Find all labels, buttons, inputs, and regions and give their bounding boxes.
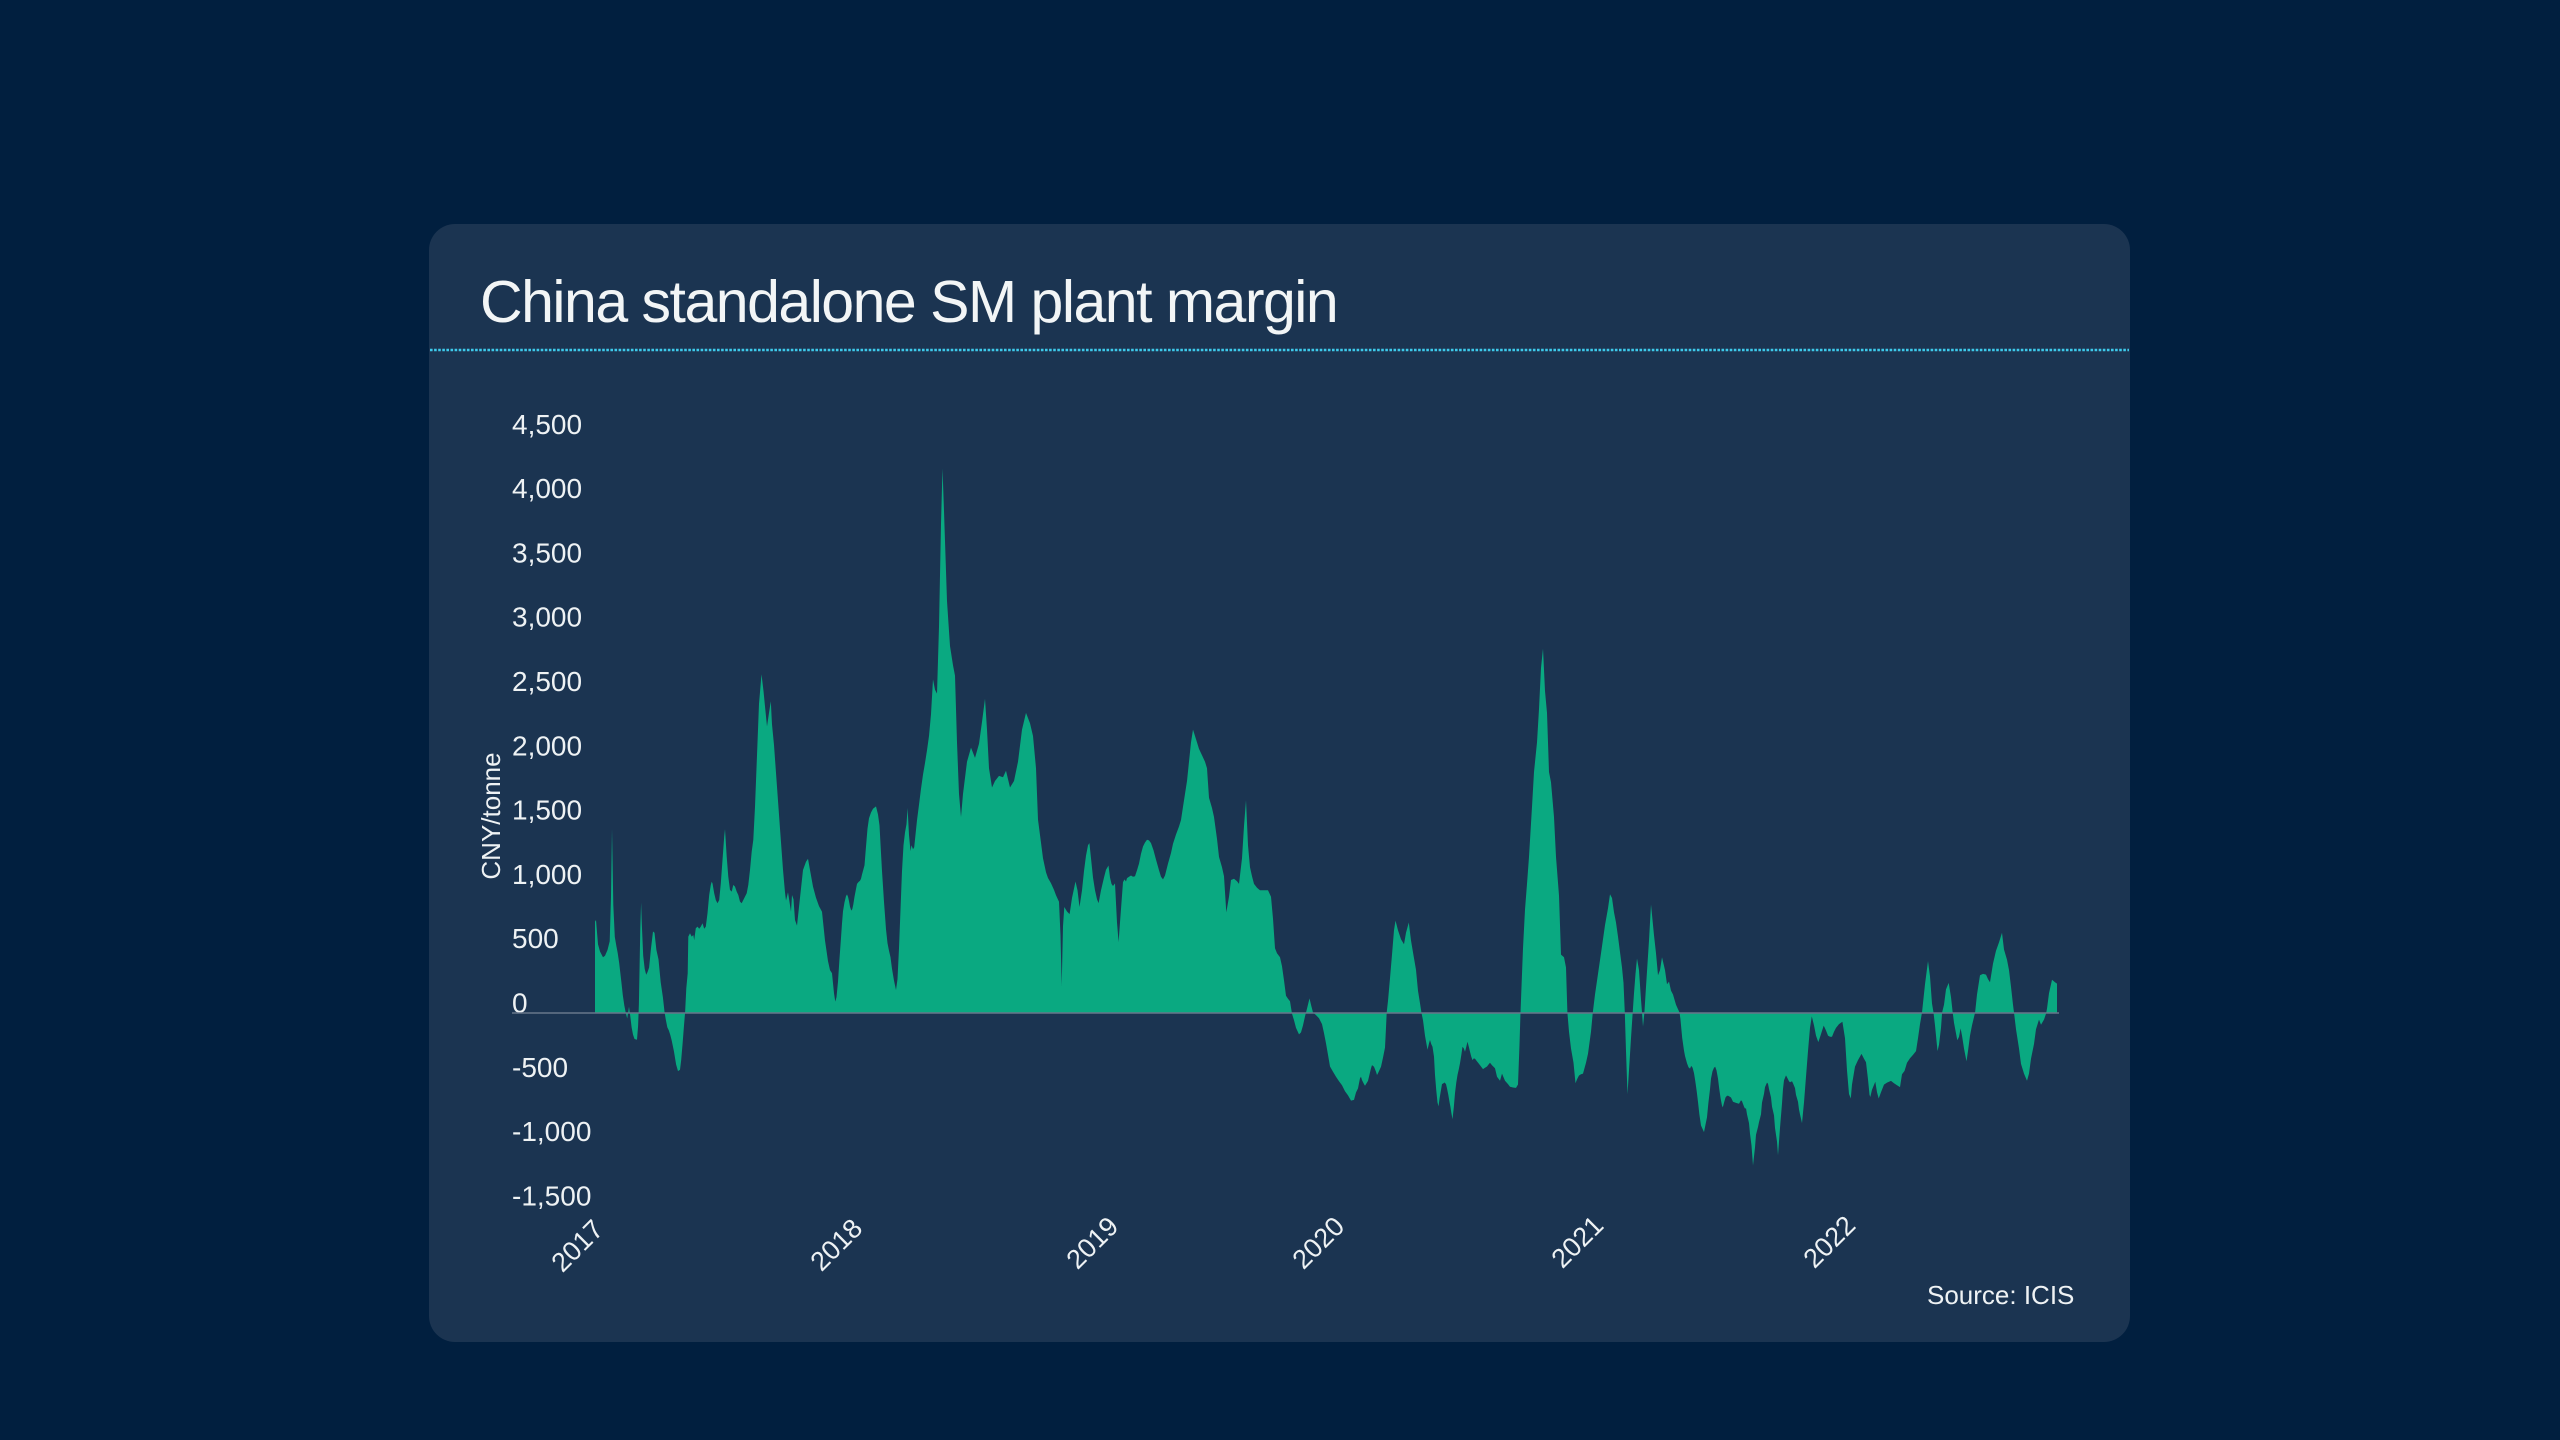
svg-text:500: 500 <box>512 923 559 954</box>
svg-text:CNY/tonne: CNY/tonne <box>476 752 506 879</box>
svg-text:2,500: 2,500 <box>512 666 582 697</box>
svg-text:2,000: 2,000 <box>512 730 582 761</box>
svg-text:-500: -500 <box>512 1052 568 1083</box>
svg-text:0: 0 <box>512 988 528 1019</box>
svg-text:3,000: 3,000 <box>512 602 582 633</box>
svg-text:-1,500: -1,500 <box>512 1180 591 1211</box>
svg-text:1,000: 1,000 <box>512 859 582 890</box>
svg-text:3,500: 3,500 <box>512 537 582 568</box>
svg-text:4,000: 4,000 <box>512 473 582 504</box>
svg-text:Source: ICIS: Source: ICIS <box>1927 1280 2074 1310</box>
svg-text:1,500: 1,500 <box>512 795 582 826</box>
svg-text:China standalone SM plant marg: China standalone SM plant margin <box>480 269 1337 335</box>
svg-text:4,500: 4,500 <box>512 409 582 440</box>
svg-text:-1,000: -1,000 <box>512 1116 591 1147</box>
